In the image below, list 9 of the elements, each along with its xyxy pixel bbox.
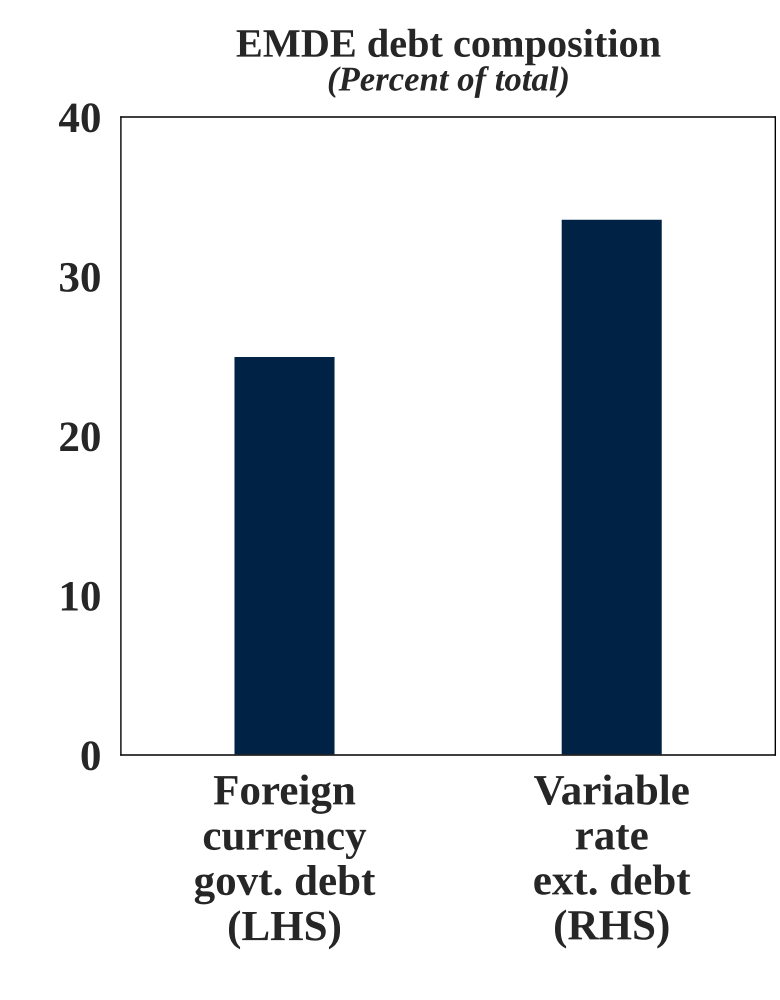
chart-subtitle: (Percent of total)	[328, 66, 568, 98]
x-tick-label: Variable rate ext. debt (RHS)	[534, 774, 690, 949]
chart-title: EMDE debt composition	[236, 28, 660, 66]
y-tick-label: 0	[82, 741, 100, 770]
y-tick-label: 10	[62, 582, 100, 611]
x-tick-label: Foreign currency govt. debt (LHS)	[194, 774, 376, 950]
y-tick-label: 40	[58, 103, 100, 132]
y-tick-label: 30	[60, 262, 100, 292]
y-tick-label: 20	[60, 422, 100, 452]
